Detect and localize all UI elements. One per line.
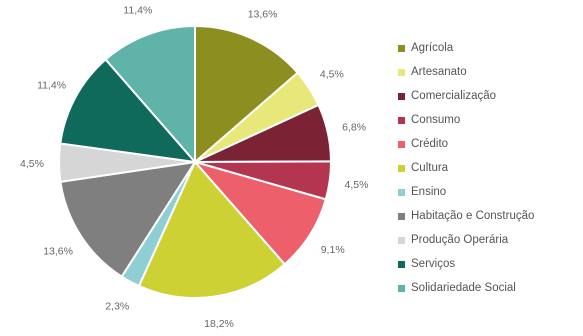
legend-item: Habitação e Construção [398, 204, 534, 228]
pie-slices [58, 24, 333, 299]
legend-item: Serviços [398, 252, 534, 276]
legend-swatch [398, 260, 405, 268]
legend-item: Ensino [398, 180, 534, 204]
data-label: 6,8% [342, 122, 366, 134]
data-label: 11,4% [123, 4, 152, 16]
pie-slice-1 [194, 24, 300, 165]
legend-label: Consumo [411, 114, 461, 126]
legend-swatch [398, 116, 405, 124]
legend-item: Crédito [398, 132, 534, 156]
legend-swatch [398, 284, 405, 292]
pie-slice-8 [59, 160, 198, 278]
legend-swatch [398, 44, 405, 52]
pie-slice-11 [104, 24, 196, 165]
legend-swatch [398, 212, 405, 220]
legend-item: Produção Operária [398, 228, 534, 252]
data-label: 9,1% [321, 244, 345, 256]
legend-item: Artesanato [398, 60, 534, 84]
legend-label: Solidariedade Social [411, 282, 516, 294]
data-label: 4,5% [320, 69, 344, 81]
pie-slice-10 [59, 58, 198, 164]
data-label: 18,2% [204, 318, 234, 330]
legend-swatch [398, 164, 405, 172]
legend-item: Consumo [398, 108, 534, 132]
pie-slice-5 [192, 160, 328, 266]
legend-label: Serviços [411, 258, 456, 270]
legend: Agrícola Artesanato Comercialização Consumo… [398, 36, 534, 300]
legend-swatch [398, 188, 405, 196]
legend-label: Agrícola [411, 42, 454, 54]
legend-label: Habitação e Construção [411, 210, 535, 222]
data-label: 2,3% [105, 300, 129, 312]
data-label: 4,5% [345, 179, 369, 191]
legend-item: Comercialização [398, 84, 534, 108]
legend-swatch [398, 140, 405, 148]
legend-swatch [398, 92, 405, 100]
legend-label: Comercialização [411, 90, 497, 102]
legend-swatch [398, 68, 405, 76]
legend-label: Crédito [411, 138, 449, 150]
pie-data-labels: 13,6% 4,5% 6,8% 4,5% 9,1% 18,2% 2,3% 13,6% 4,5% 1… [20, 4, 368, 330]
legend-item: Agrícola [398, 36, 534, 60]
legend-label: Produção Operária [411, 234, 509, 246]
legend-item: Cultura [398, 156, 534, 180]
legend-label: Ensino [411, 186, 447, 198]
data-label: 13,6% [248, 9, 278, 21]
data-label: 13,6% [43, 246, 73, 258]
legend-item: Solidariedade Social [398, 276, 534, 300]
data-label: 11,4% [37, 80, 66, 92]
legend-label: Artesanato [411, 66, 467, 78]
legend-swatch [398, 236, 405, 244]
legend-label: Cultura [411, 162, 449, 174]
data-label: 4,5% [20, 158, 44, 170]
pie-slice-6 [137, 160, 287, 299]
